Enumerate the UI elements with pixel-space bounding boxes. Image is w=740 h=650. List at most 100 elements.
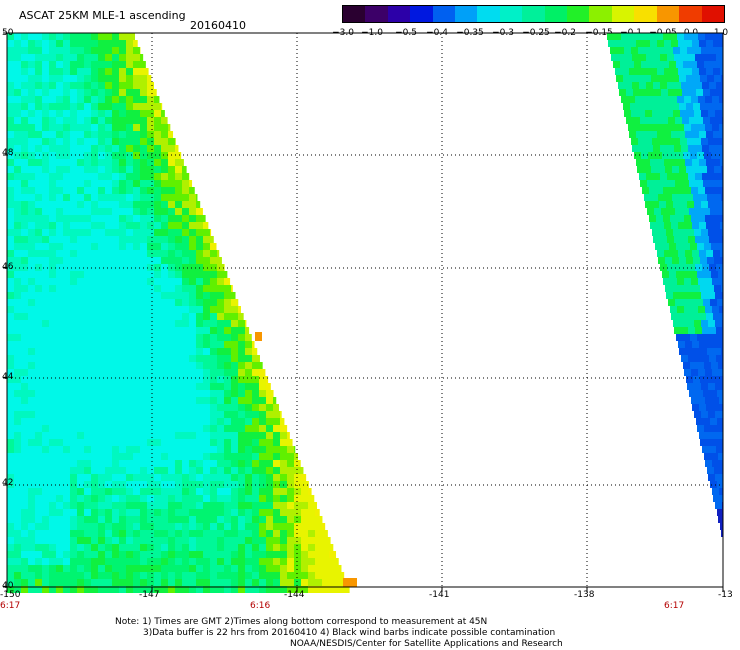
swath-cell (203, 299, 210, 306)
swath-cell (231, 418, 238, 425)
swath-cell (238, 397, 245, 404)
swath-cell (14, 152, 21, 159)
swath-cell (161, 292, 168, 299)
swath-cell (56, 439, 63, 446)
swath-cell (84, 467, 91, 474)
swath-cell (147, 208, 154, 215)
swath-cell (692, 68, 699, 75)
swath-cell (63, 257, 70, 264)
swath-cell (14, 68, 21, 75)
swath-cell (161, 432, 168, 439)
swath-cell (168, 222, 175, 229)
swath-cell (231, 376, 238, 383)
swath-cell (708, 292, 715, 299)
swath-cell (697, 425, 704, 432)
swath-cell (161, 341, 168, 348)
swath-cell (98, 572, 105, 579)
swath-cell (35, 215, 42, 222)
swath-cell (70, 551, 77, 558)
swath-cell (70, 481, 77, 488)
swath-cell (140, 194, 147, 201)
swath-cell (705, 278, 712, 285)
swath-cell (35, 61, 42, 68)
swath-cell (49, 54, 56, 61)
swath-cell (35, 467, 42, 474)
swath-cell (140, 82, 147, 89)
swath-cell (147, 110, 154, 117)
swath-cell (56, 278, 63, 285)
swath-cell (154, 243, 161, 250)
swath-cell (168, 383, 175, 390)
swath-cell (126, 306, 133, 313)
swath-cell (713, 432, 720, 439)
swath-cell (21, 250, 28, 257)
swath-cell (196, 194, 198, 201)
swath-cell (7, 467, 14, 474)
swath-cell (660, 236, 667, 243)
swath-cell (224, 278, 231, 285)
swath-cell (182, 495, 189, 502)
swath-cell (712, 96, 719, 103)
swath-cell (35, 355, 42, 362)
swath-cell (674, 145, 681, 152)
swath-cell (154, 467, 161, 474)
swath-cell (112, 33, 119, 40)
swath-cell (252, 460, 259, 467)
swath-cell (154, 530, 161, 537)
swath-cell (273, 488, 280, 495)
swath-cell (7, 495, 14, 502)
swath-cell (84, 61, 91, 68)
swath-cell (105, 271, 112, 278)
swath-cell (154, 201, 161, 208)
swath-cell (77, 159, 84, 166)
swath-cell (70, 222, 77, 229)
swath-cell (189, 299, 196, 306)
swath-cell (645, 201, 652, 208)
swath-cell (273, 544, 280, 551)
swath-cell (28, 54, 35, 61)
swath-cell (252, 572, 259, 579)
swath-cell (287, 467, 294, 474)
swath-cell (21, 537, 28, 544)
swath-cell (154, 229, 161, 236)
swath-cell (98, 586, 105, 593)
swath-cell (224, 537, 231, 544)
swath-cell (709, 236, 716, 243)
swath-cell (49, 327, 56, 334)
swath-cell (168, 397, 175, 404)
swath-cell (56, 313, 63, 320)
swath-cell (119, 467, 126, 474)
swath-cell (712, 124, 719, 131)
swath-cell (28, 404, 35, 411)
swath-cell (182, 488, 189, 495)
swath-cell (315, 502, 318, 509)
swath-cell (663, 187, 670, 194)
swath-cell (175, 579, 182, 586)
swath-cell (266, 565, 273, 572)
swath-cell (182, 264, 189, 271)
swath-cell (140, 362, 147, 369)
swath-cell (133, 33, 135, 40)
swath-cell (84, 180, 91, 187)
swath-cell (266, 579, 273, 586)
swath-cell (147, 579, 154, 586)
swath-cell (196, 460, 203, 467)
swath-cell (21, 47, 28, 54)
swath-cell (63, 110, 70, 117)
swath-cell (702, 82, 709, 89)
swath-cell (7, 201, 14, 208)
swath-cell (238, 306, 241, 313)
swath-cell (49, 446, 56, 453)
swath-cell (21, 551, 28, 558)
swath-cell (7, 173, 14, 180)
swath-cell (63, 250, 70, 257)
swath-cell (696, 208, 703, 215)
swath-cell (704, 243, 711, 250)
swath-cell (182, 327, 189, 334)
swath-cell (98, 439, 105, 446)
swath-cell (84, 187, 91, 194)
swath-cell (680, 320, 687, 327)
swath-cell (641, 152, 648, 159)
swath-cell (669, 271, 676, 278)
swath-cell (238, 544, 245, 551)
